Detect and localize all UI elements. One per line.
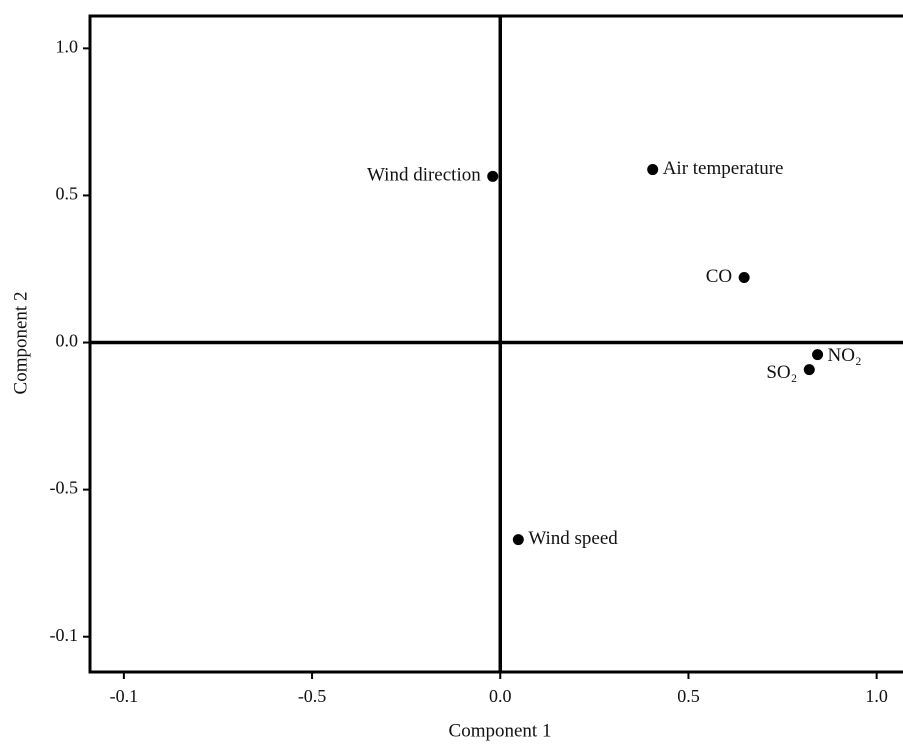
x-tick-label: 0.0 [489,686,512,706]
point [647,164,659,176]
point-label: NO₂ [828,345,862,366]
y-tick-label: 0.0 [56,331,79,351]
y-axis-title: Component 2 [10,292,31,395]
point-label: CO [706,266,732,287]
y-tick-label: -0.5 [50,478,79,498]
y-tick-label: 1.0 [56,36,79,56]
x-tick-label: 1.0 [865,686,888,706]
x-axis-title: Component 1 [449,720,552,741]
point [512,534,524,546]
x-tick-label: 0.5 [677,686,700,706]
x-tick-label: -0.1 [110,686,139,706]
point [487,170,499,182]
y-tick-label: 0.5 [56,184,79,204]
x-tick-label: -0.5 [298,686,327,706]
point [803,364,815,376]
point-label: SO₂ [766,362,797,383]
point-label: Wind speed [528,528,618,549]
y-tick-label: -0.1 [50,625,79,645]
point-label: Air temperature [663,158,784,179]
point [738,272,750,284]
point-label: Wind direction [367,165,481,186]
point [812,349,824,361]
